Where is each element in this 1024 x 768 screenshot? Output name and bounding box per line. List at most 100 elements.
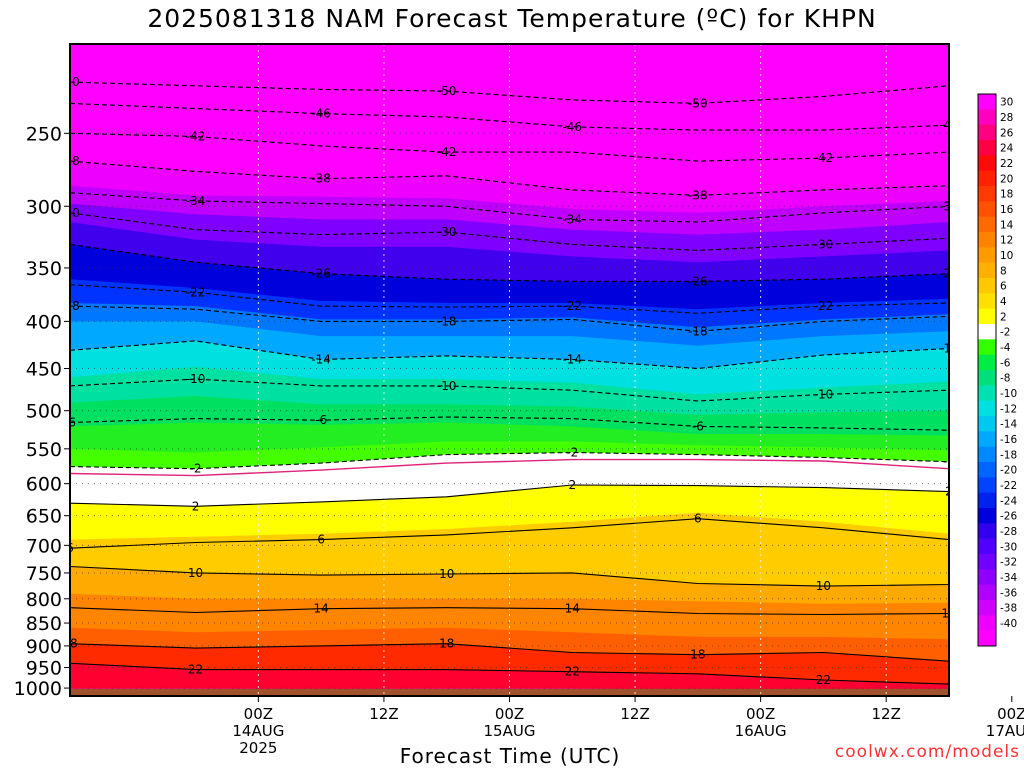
isotherm-label: -42 bbox=[437, 145, 457, 159]
isotherm-label: -6 bbox=[315, 413, 327, 427]
colorbar-swatch bbox=[978, 232, 996, 248]
x-tick-label: 00Z bbox=[495, 705, 524, 723]
colorbar-swatch bbox=[978, 354, 996, 371]
isotherm-label: -50 bbox=[437, 84, 457, 98]
isotherm-line bbox=[70, 340, 949, 370]
colorbar: 30 28 26 24 22 20 18 16 14 12 10 8 6 4 2 -2 -4 -6 -8 -10 -12… bbox=[977, 93, 1017, 647]
chart-title: 2025081318 NAM Forecast Temperature (ºC)… bbox=[147, 4, 877, 33]
y-tick-label: 1000 bbox=[14, 678, 62, 700]
isotherm-line bbox=[70, 643, 949, 662]
colorbar-label: 30 bbox=[1000, 97, 1013, 109]
colorbar-swatch bbox=[978, 370, 996, 386]
colorbar-swatch bbox=[978, 124, 996, 141]
isotherm-label: -22 bbox=[562, 299, 582, 313]
colorbar-swatch bbox=[978, 431, 996, 448]
isotherm-label: -14 bbox=[562, 353, 582, 367]
colorbar-label: -24 bbox=[1000, 495, 1017, 507]
colorbar-label: -26 bbox=[1000, 511, 1017, 523]
y-tick-label: 650 bbox=[26, 506, 62, 528]
colorbar-swatch bbox=[978, 324, 996, 340]
isotherm-label: -34 bbox=[186, 194, 206, 208]
isotherm-label: -34 bbox=[562, 212, 582, 226]
isotherm-label: -38 bbox=[688, 188, 708, 202]
colorbar-label: -4 bbox=[1000, 342, 1011, 354]
colorbar-swatch bbox=[978, 247, 996, 264]
isotherm-label: 22 bbox=[816, 673, 831, 687]
colorbar-label: -22 bbox=[1000, 480, 1017, 492]
colorbar-swatch bbox=[978, 155, 996, 172]
isotherm-line bbox=[70, 662, 949, 685]
isotherm-label: -46 bbox=[311, 107, 331, 121]
isotherm-label: -10 bbox=[186, 372, 206, 386]
colorbar-swatch bbox=[978, 400, 996, 417]
y-axis: 2503003504004505005506006507007508008509… bbox=[14, 123, 70, 700]
colorbar-label: 12 bbox=[1000, 235, 1013, 247]
colorbar-label: 10 bbox=[1000, 250, 1013, 262]
y-tick-label: 850 bbox=[26, 613, 62, 635]
isotherm-label: 14 bbox=[565, 602, 580, 616]
colorbar-frame bbox=[977, 93, 997, 647]
colorbar-swatch bbox=[978, 293, 996, 310]
y-tick-label: 900 bbox=[26, 636, 62, 658]
isotherm-label: 22 bbox=[188, 663, 203, 677]
y-tick-label: 500 bbox=[26, 401, 62, 423]
colorbar-label: 8 bbox=[1000, 265, 1007, 277]
x-tick-label: 00Z bbox=[244, 705, 273, 723]
isotherm-label: -38 bbox=[60, 154, 80, 168]
colorbar-swatch bbox=[978, 109, 996, 126]
colorbar-swatch bbox=[978, 140, 996, 156]
x-tick-label: 12Z bbox=[872, 705, 901, 723]
colorbar-label: -28 bbox=[1000, 526, 1017, 538]
y-tick-label: 300 bbox=[26, 196, 62, 218]
colorbar-swatch bbox=[978, 492, 996, 509]
grid-lines bbox=[70, 44, 949, 696]
colorbar-swatch bbox=[978, 308, 996, 325]
colorbar-label: -14 bbox=[1000, 419, 1017, 431]
colorbar-label: 4 bbox=[1000, 296, 1007, 308]
isotherm-label: -46 bbox=[562, 120, 582, 134]
isotherm-label: 2 bbox=[568, 478, 576, 492]
isotherm-label: -10 bbox=[814, 387, 834, 401]
colorbar-label: 26 bbox=[1000, 127, 1014, 139]
y-tick-label: 250 bbox=[26, 123, 62, 145]
x-tick-label: 16AUG bbox=[735, 722, 787, 740]
colorbar-swatch bbox=[978, 170, 996, 187]
isotherm-label: 2 bbox=[945, 485, 953, 499]
isotherm-label: -46 bbox=[939, 118, 959, 132]
isotherm-label: -42 bbox=[814, 151, 834, 165]
x-tick-label: 12Z bbox=[620, 705, 649, 723]
x-tick-label: 17AUG bbox=[986, 722, 1024, 740]
x-tick-label: 00Z bbox=[997, 705, 1024, 723]
colorbar-swatch bbox=[978, 339, 996, 356]
isotherm-label: 2 bbox=[192, 499, 200, 513]
colorbar-swatch bbox=[978, 278, 996, 294]
y-tick-label: 350 bbox=[26, 258, 62, 280]
y-tick-label: 450 bbox=[26, 359, 62, 381]
colorbar-swatch bbox=[978, 569, 996, 586]
colorbar-label: 24 bbox=[1000, 143, 1014, 155]
colorbar-swatch bbox=[978, 523, 996, 540]
isotherm-label: -2 bbox=[943, 455, 955, 469]
isotherm-line bbox=[70, 212, 949, 251]
freezing-line bbox=[70, 458, 949, 477]
colorbar-swatch bbox=[978, 630, 996, 647]
credit-link[interactable]: coolwx.com/models bbox=[834, 742, 1020, 762]
colorbar-label: -18 bbox=[1000, 449, 1017, 461]
isotherm-label: -30 bbox=[814, 237, 834, 251]
colorbar-swatch bbox=[978, 446, 996, 463]
isotherm-label: 6 bbox=[66, 541, 74, 555]
y-tick-label: 950 bbox=[26, 658, 62, 680]
y-tick-label: 600 bbox=[26, 474, 62, 496]
colorbar-label: -36 bbox=[1000, 587, 1017, 599]
colorbar-label: -16 bbox=[1000, 434, 1017, 446]
isotherm-label: 10 bbox=[188, 566, 203, 580]
y-tick-label: 550 bbox=[26, 439, 62, 461]
temperature-fill bbox=[70, 44, 949, 696]
isotherm-label: 18 bbox=[62, 637, 77, 651]
isotherm-label: -42 bbox=[186, 129, 206, 143]
isotherm-line bbox=[70, 243, 949, 282]
colorbar-label: 2 bbox=[1000, 311, 1007, 323]
isotherm-label: -6 bbox=[692, 419, 704, 433]
